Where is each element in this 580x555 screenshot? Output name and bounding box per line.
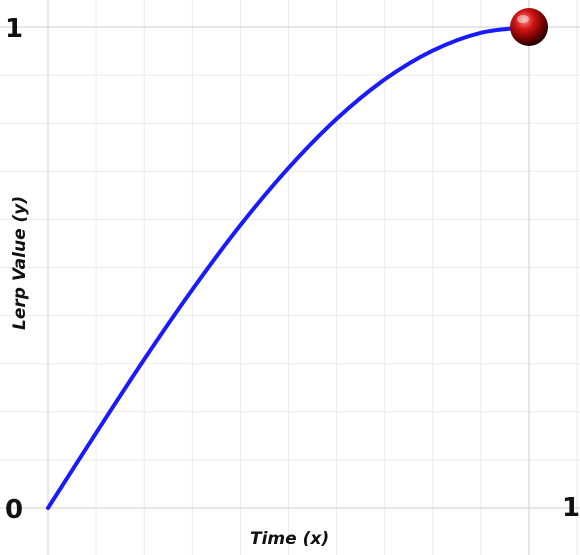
labels: 0 1 1 Time (x) Lerp Value (y) xyxy=(5,14,580,549)
x-tick-label-0: 0 xyxy=(5,495,23,525)
series-layer xyxy=(46,25,531,510)
marker-ball xyxy=(510,8,548,46)
marker-layer xyxy=(510,8,548,46)
y-axis-label: Lerp Value (y) xyxy=(10,196,30,330)
y-tick-label-1: 1 xyxy=(5,14,23,44)
marker-highlight xyxy=(517,15,529,23)
x-axis-label: Time (x) xyxy=(250,529,329,549)
x-tick-label-1: 1 xyxy=(562,493,580,523)
series-line-0 xyxy=(46,25,531,510)
